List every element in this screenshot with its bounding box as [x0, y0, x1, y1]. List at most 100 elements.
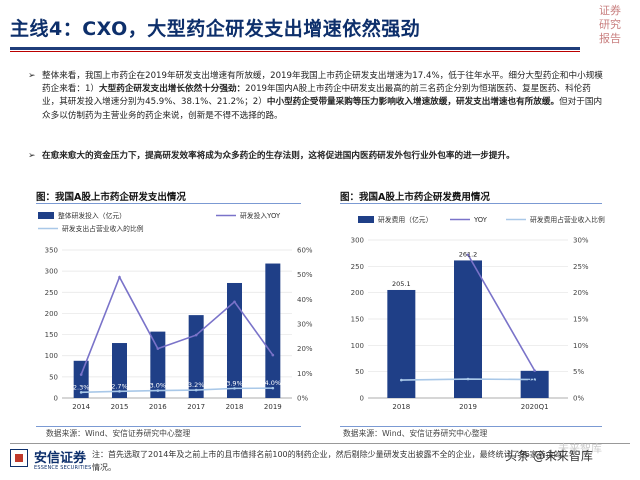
ratio-line-point [118, 390, 121, 393]
yoy-line-point [271, 353, 275, 357]
left-axis-tick-label: 300 [45, 268, 58, 276]
right-axis-tick-label: 5% [573, 368, 584, 376]
left-axis-tick-label: 200 [45, 310, 58, 318]
right-axis-tick-label: 30% [573, 237, 589, 245]
para1-text-e: 但对于国内众多以仿制药为主营业务的药企来说，创新是不得不选择的路。 [42, 97, 603, 121]
data-label: 2.3% [73, 383, 90, 391]
footer-divider [10, 443, 630, 444]
title-divider-accent [10, 51, 580, 52]
data-label: 3.2% [188, 381, 205, 389]
x-axis-tick-label: 2018 [226, 403, 244, 411]
right-axis-tick-label: 60% [297, 247, 313, 255]
caption-underline [36, 203, 301, 204]
footnote: 注：首先选取了2014年及之前上市的且市值排名前100的制药企业，然后剔除少量研… [92, 450, 562, 472]
ratio-line-point [233, 387, 236, 390]
stamp-line: 报告 [599, 32, 621, 45]
yoy-line-point [533, 369, 536, 372]
right-axis-tick-label: 50% [297, 271, 313, 279]
x-axis-tick-label: 2015 [111, 403, 129, 411]
source-divider [340, 426, 602, 427]
watermark-faint: 未来智库 [558, 442, 602, 455]
right-axis-tick-label: 20% [297, 345, 313, 353]
report-stamp: 证券 研究 报告 [592, 4, 628, 50]
legend-label: 整体研发投入（亿元） [58, 211, 126, 220]
yoy-line-point [79, 373, 83, 376]
data-label: 51.6 [527, 375, 541, 383]
left-chart-caption: 图：我国A股上市药企研发支出情况 [36, 189, 301, 204]
right-axis-tick-label: 30% [297, 321, 313, 329]
right-axis-tick-label: 15% [573, 316, 589, 324]
legend-label: 研发支出占营业收入的比例 [62, 224, 144, 233]
data-label: 3.9% [226, 379, 243, 387]
yoy-line [80, 275, 274, 375]
para1-text-d: 中小型药企受带量采购等压力影响收入增速放缓，研发支出增速也有所放缓。 [266, 97, 560, 108]
x-axis-tick-label: 2019 [264, 403, 282, 411]
stamp-line: 证券 [599, 4, 621, 17]
legend-swatch [358, 216, 374, 223]
left-axis-tick-label: 300 [351, 237, 364, 245]
data-label: 2.7% [111, 382, 128, 390]
legend-label: 研发费用（亿元） [378, 215, 432, 224]
data-label: 205.1 [392, 280, 411, 288]
arrow-bullet-icon: ➢ [28, 71, 36, 81]
yoy-line-point [194, 333, 198, 337]
ratio-line [81, 387, 273, 394]
yoy-line-point [156, 347, 160, 350]
left-axis-tick-label: 50 [49, 373, 58, 381]
ratio-line-point [400, 378, 403, 382]
para1-text-b: 大型药企研发支出增长依然十分强劲： [99, 84, 246, 95]
right-axis-tick-label: 40% [297, 296, 313, 304]
left-axis-tick-label: 150 [351, 316, 364, 324]
x-axis-tick-label: 2017 [187, 403, 205, 411]
left-axis-tick-label: 0 [360, 395, 364, 403]
yoy-line-point [118, 275, 121, 279]
x-axis-tick-label: 2019 [459, 403, 477, 411]
bar [265, 263, 281, 398]
right-axis-tick-label: 20% [573, 289, 589, 297]
company-logo: 安信证券 ESSENCE SECURITIES [8, 446, 91, 478]
stamp-line: 研究 [599, 18, 621, 31]
title-divider [10, 47, 580, 50]
para2-text: 在愈来愈大的资金压力下，提高研发效率将成为众多药企的生存法则，这将促进国内医药研… [42, 151, 515, 161]
legend-swatch [38, 212, 54, 219]
right-chart: 0 50 100 150 200 250 300 0% 5% 10% 15% 20% 25% 30% 201… [351, 215, 605, 411]
left-axis-tick-label: 100 [351, 342, 364, 350]
left-axis-tick-label: 250 [351, 263, 364, 271]
left-axis-tick-label: 150 [45, 331, 58, 339]
ratio-line-point [466, 377, 470, 381]
bar [520, 370, 549, 398]
left-axis-tick-label: 0 [54, 395, 58, 403]
right-axis-tick-label: 10% [573, 342, 589, 350]
legend-label: 研发投入YOY [240, 211, 281, 220]
bullet-paragraph-2: ➢ 在愈来愈大的资金压力下，提高研发效率将成为众多药企的生存法则，这将促进国内医… [28, 150, 608, 163]
bullet-paragraph-1: ➢ 整体来看，我国上市药企在2019年研发支出增速有所放缓，2019年我国上市药… [28, 70, 608, 123]
bar [387, 289, 416, 398]
left-axis-tick-label: 100 [45, 352, 58, 360]
right-chart-caption: 图：我国A股上市药企研发费用情况 [340, 189, 602, 204]
ratio-line-point [79, 391, 83, 394]
left-axis-tick-label: 200 [351, 289, 364, 297]
logo-text-en: ESSENCE SECURITIES [34, 465, 92, 471]
left-axis-tick-label: 250 [45, 289, 58, 297]
ratio-line-point [533, 378, 536, 381]
data-label: 3.0% [150, 382, 167, 390]
right-chart-source: 数据来源：Wind、安信证券研究中心整理 [343, 429, 488, 438]
yoy-line-point [233, 300, 236, 304]
data-label: 261.2 [459, 250, 478, 258]
legend-label: YOY [473, 216, 488, 224]
right-axis-tick-label: 0% [573, 395, 584, 403]
bar [227, 282, 242, 398]
ratio-line-point [271, 386, 275, 390]
para1-text-c: 2019年国内A股上市药企中研发支出最高的前三名药企分别为恒瑞医药、复星医药、科… [42, 84, 591, 108]
right-chart-caption-text: 图：我国A股上市药企研发费用情况 [340, 192, 490, 203]
x-axis-tick-label: 2018 [392, 403, 410, 411]
left-axis-tick-label: 350 [45, 247, 58, 255]
left-chart: 0 50 100 150 200 250 300 350 0% 10% 20% 30% 40% 50% 60… [38, 211, 313, 411]
watermark: 头条 @未来智库 [505, 449, 593, 463]
yoy-line-point [466, 253, 470, 257]
x-axis-tick-label: 2020Q1 [521, 403, 549, 411]
left-chart-caption-text: 图：我国A股上市药企研发支出情况 [36, 192, 186, 203]
logo-text-cn: 安信证券 [34, 451, 87, 466]
source-divider [36, 426, 301, 427]
ratio-line-point [156, 389, 160, 392]
